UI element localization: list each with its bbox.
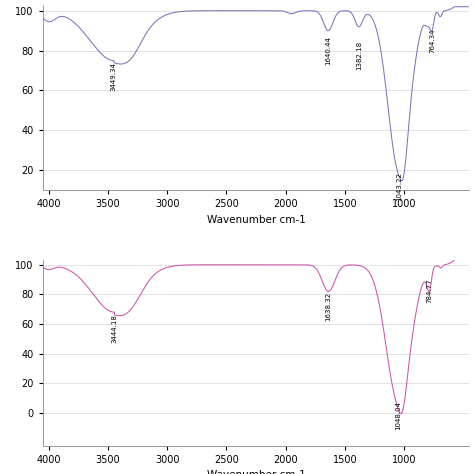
Text: 1043.22: 1043.22 bbox=[396, 172, 402, 201]
Text: 764.34: 764.34 bbox=[429, 28, 435, 53]
Text: 1382.18: 1382.18 bbox=[356, 41, 362, 70]
Text: 784.77: 784.77 bbox=[427, 278, 433, 303]
X-axis label: Wavenumber cm-1: Wavenumber cm-1 bbox=[207, 215, 305, 225]
Text: 1048.04: 1048.04 bbox=[395, 401, 401, 430]
Text: 1638.32: 1638.32 bbox=[326, 292, 331, 320]
Text: 3449.34: 3449.34 bbox=[111, 63, 117, 91]
Text: 1640.44: 1640.44 bbox=[325, 36, 331, 65]
X-axis label: Wavenumber cm-1: Wavenumber cm-1 bbox=[207, 470, 305, 474]
Text: 3444.18: 3444.18 bbox=[111, 314, 118, 343]
